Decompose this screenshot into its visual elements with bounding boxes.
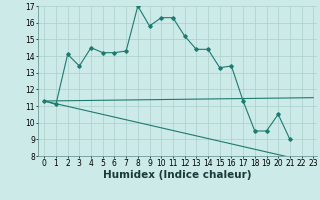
- X-axis label: Humidex (Indice chaleur): Humidex (Indice chaleur): [103, 170, 252, 180]
